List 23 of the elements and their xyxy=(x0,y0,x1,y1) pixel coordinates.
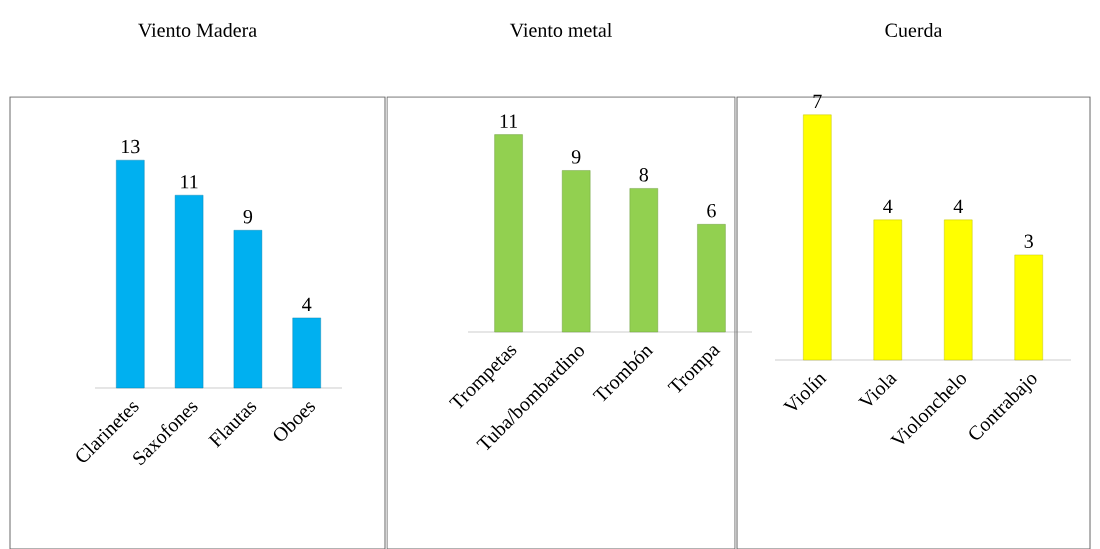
data-label: 9 xyxy=(243,209,253,224)
bar xyxy=(562,170,591,333)
data-label: 13 xyxy=(122,139,140,154)
data-label: 6 xyxy=(707,204,716,218)
data-label: 11 xyxy=(181,175,198,189)
chart-title: Cuerda xyxy=(885,22,943,38)
data-label: 4 xyxy=(953,199,963,214)
bar xyxy=(697,224,726,333)
data-label: 7 xyxy=(813,94,822,108)
chart-title: Viento Madera xyxy=(138,22,257,38)
bar xyxy=(233,230,263,389)
data-label: 11 xyxy=(500,114,518,128)
data-label: 8 xyxy=(639,168,649,182)
data-label: 3 xyxy=(1024,234,1033,249)
data-label: 4 xyxy=(883,199,893,214)
data-label: 4 xyxy=(302,297,312,312)
chart-title: Viento metal xyxy=(509,22,612,38)
bar xyxy=(292,317,321,389)
bar xyxy=(629,188,659,333)
data-label: 9 xyxy=(571,150,581,164)
bar xyxy=(494,134,523,333)
bar xyxy=(174,195,204,389)
bar xyxy=(116,159,145,389)
